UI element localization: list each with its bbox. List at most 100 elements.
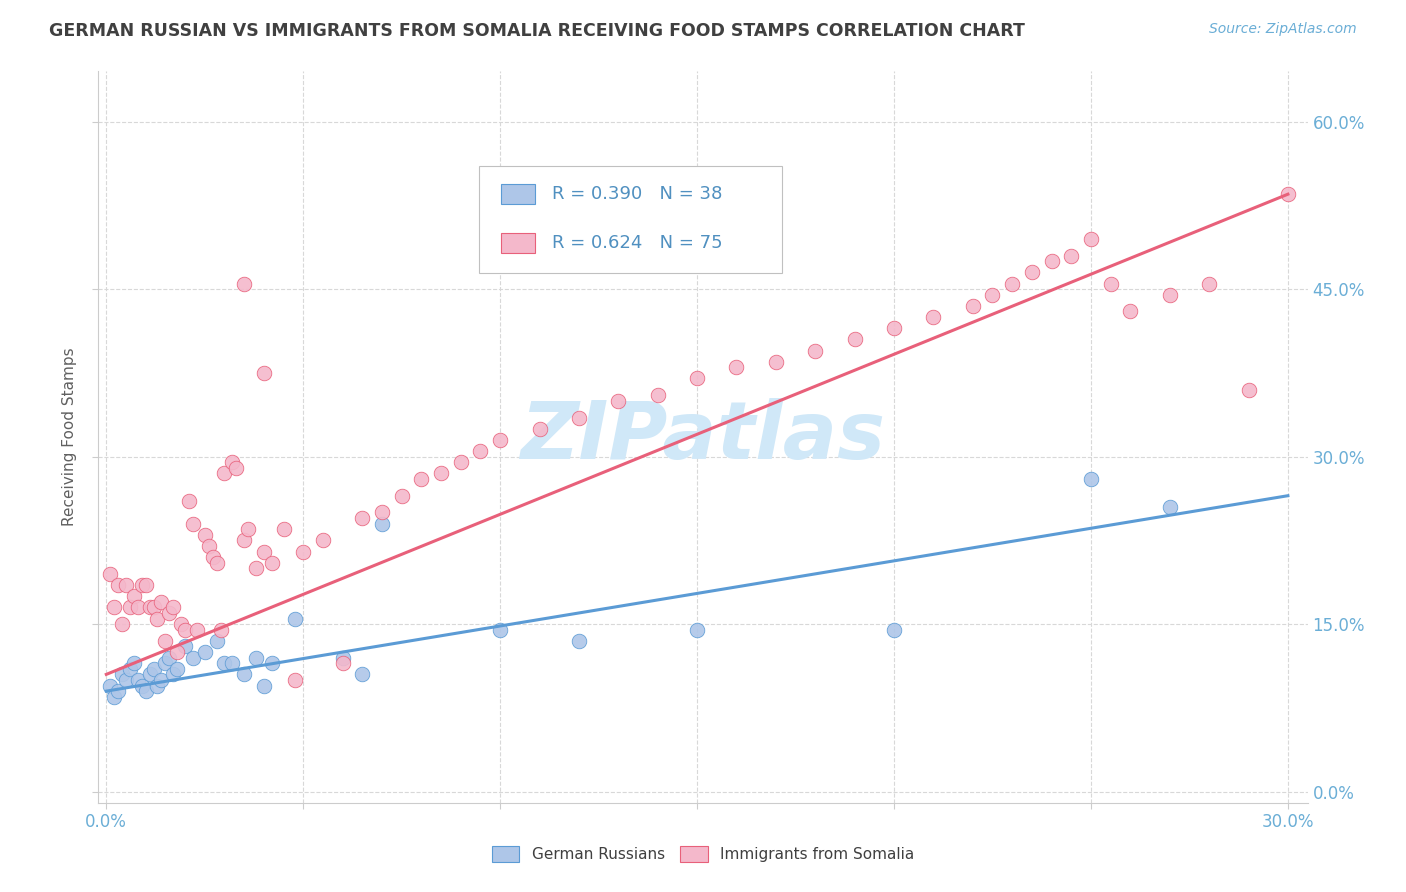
Point: [138, 667, 160, 681]
Point: [162, 667, 184, 681]
Point: [127, 673, 149, 687]
Point: [197, 539, 219, 553]
Point: [371, 506, 394, 520]
Point: [214, 467, 236, 481]
Point: [489, 623, 512, 637]
Point: [844, 332, 866, 346]
Point: [142, 600, 165, 615]
Point: [221, 455, 243, 469]
Point: [205, 556, 228, 570]
Text: ZIPatlas: ZIPatlas: [520, 398, 886, 476]
Legend: German Russians, Immigrants from Somalia: German Russians, Immigrants from Somalia: [486, 840, 920, 868]
Point: [233, 533, 256, 548]
Point: [166, 645, 188, 659]
Point: [122, 589, 145, 603]
Point: [411, 472, 433, 486]
Point: [647, 388, 669, 402]
Point: [883, 321, 905, 335]
Point: [260, 556, 283, 570]
Point: [157, 606, 180, 620]
Text: GERMAN RUSSIAN VS IMMIGRANTS FROM SOMALIA RECEIVING FOOD STAMPS CORRELATION CHAR: GERMAN RUSSIAN VS IMMIGRANTS FROM SOMALI…: [49, 22, 1025, 40]
Y-axis label: Receiving Food Stamps: Receiving Food Stamps: [62, 348, 77, 526]
Point: [194, 645, 217, 659]
Point: [284, 673, 307, 687]
Point: [352, 667, 374, 681]
Point: [233, 277, 256, 291]
Point: [131, 578, 153, 592]
Point: [201, 550, 224, 565]
Point: [142, 662, 165, 676]
Point: [430, 467, 453, 481]
Point: [177, 494, 200, 508]
Point: [233, 667, 256, 681]
Point: [253, 679, 276, 693]
Point: [529, 422, 551, 436]
Point: [194, 528, 217, 542]
Point: [371, 516, 394, 531]
Point: [922, 310, 945, 324]
Text: R = 0.624   N = 75: R = 0.624 N = 75: [551, 235, 723, 252]
Point: [107, 684, 129, 698]
Point: [1119, 304, 1142, 318]
Point: [253, 544, 276, 558]
Point: [804, 343, 827, 358]
Point: [332, 650, 354, 665]
Point: [245, 650, 267, 665]
Point: [181, 650, 204, 665]
Point: [470, 444, 492, 458]
Point: [1080, 232, 1102, 246]
Point: [1237, 383, 1260, 397]
Point: [607, 393, 630, 408]
FancyBboxPatch shape: [501, 233, 534, 253]
Point: [489, 433, 512, 447]
Point: [253, 366, 276, 380]
Point: [118, 600, 141, 615]
Point: [725, 360, 748, 375]
Point: [166, 662, 188, 676]
Point: [174, 640, 197, 654]
FancyBboxPatch shape: [501, 184, 534, 204]
Point: [273, 522, 295, 536]
Point: [118, 662, 141, 676]
Point: [1001, 277, 1024, 291]
Point: [883, 623, 905, 637]
Point: [568, 633, 591, 648]
Point: [450, 455, 472, 469]
Point: [765, 354, 787, 368]
Point: [205, 633, 228, 648]
Point: [292, 544, 315, 558]
Point: [181, 516, 204, 531]
FancyBboxPatch shape: [479, 167, 782, 273]
Point: [352, 511, 374, 525]
Point: [135, 578, 157, 592]
Point: [1159, 500, 1181, 514]
Point: [162, 600, 184, 615]
Point: [111, 617, 134, 632]
Point: [107, 578, 129, 592]
Point: [150, 595, 173, 609]
Point: [1277, 187, 1299, 202]
Point: [138, 600, 160, 615]
Point: [115, 578, 138, 592]
Point: [135, 684, 157, 698]
Point: [157, 650, 180, 665]
Point: [103, 600, 125, 615]
Point: [1060, 249, 1083, 263]
Text: Source: ZipAtlas.com: Source: ZipAtlas.com: [1209, 22, 1357, 37]
Point: [568, 410, 591, 425]
Point: [146, 611, 169, 625]
Point: [245, 561, 267, 575]
Point: [209, 623, 232, 637]
Point: [391, 489, 413, 503]
Point: [686, 623, 709, 637]
Point: [312, 533, 335, 548]
Point: [111, 667, 134, 681]
Point: [186, 623, 208, 637]
Point: [1159, 287, 1181, 301]
Point: [1198, 277, 1220, 291]
Point: [981, 287, 1004, 301]
Point: [1099, 277, 1122, 291]
Point: [127, 600, 149, 615]
Point: [214, 657, 236, 671]
Point: [1040, 254, 1063, 268]
